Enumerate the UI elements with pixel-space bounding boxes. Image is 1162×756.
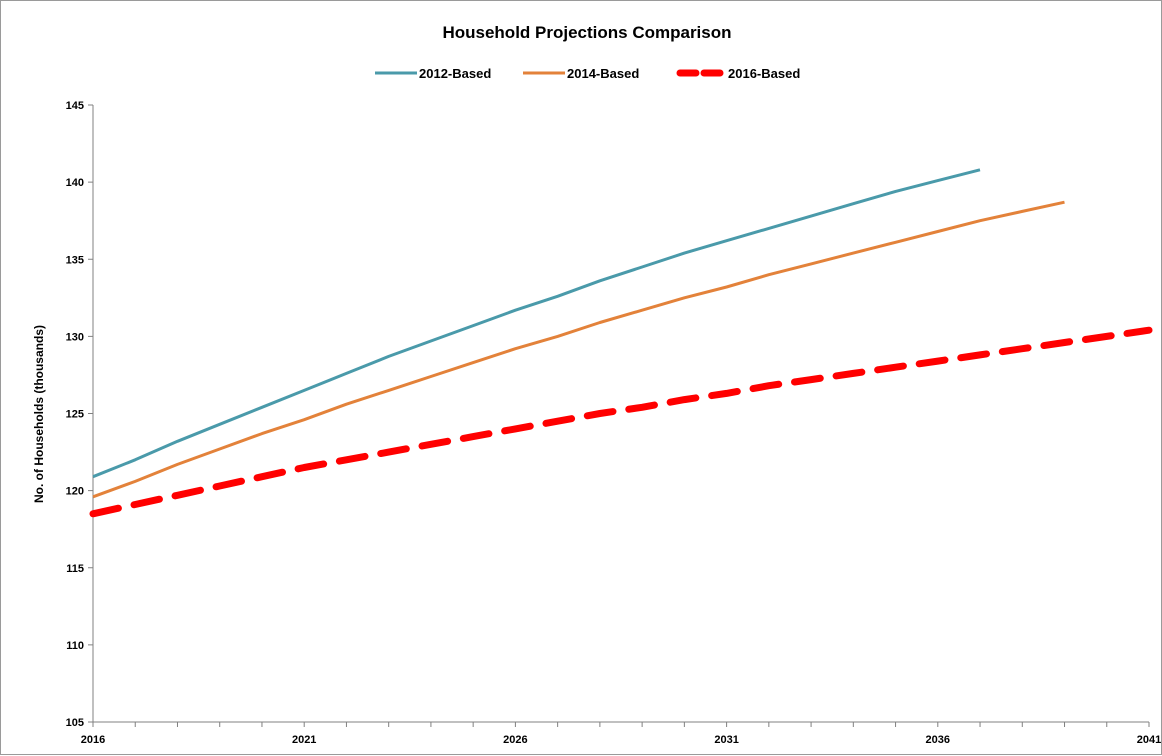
y-tick-label: 125: [66, 409, 84, 421]
legend-label: 2016-Based: [728, 66, 800, 81]
x-tick-label: 2026: [503, 734, 527, 746]
x-tick-label: 2036: [926, 734, 950, 746]
x-tick-label: 2016: [81, 734, 105, 746]
legend-label: 2012-Based: [419, 66, 491, 81]
y-tick-label: 115: [66, 563, 84, 575]
y-tick-label: 105: [66, 717, 84, 729]
x-tick-label: 2021: [292, 734, 316, 746]
x-tick-label: 2041: [1137, 734, 1161, 746]
legend: 2012-Based 2014-Based 2016-Based: [375, 66, 800, 81]
y-tick-label: 135: [66, 254, 84, 266]
y-tick-label: 145: [66, 100, 84, 112]
series-line-2012-based: [92, 168, 981, 479]
y-tick-label: 110: [66, 640, 84, 652]
series-line-2014-based: [92, 200, 1065, 499]
legend-label: 2014-Based: [567, 66, 639, 81]
chart-title: Household Projections Comparison: [442, 23, 731, 42]
series-group: [89, 168, 1153, 518]
y-tick-label: 130: [66, 331, 84, 343]
y-tick-label: 120: [66, 486, 84, 498]
y-tick-label: 140: [66, 177, 84, 189]
axes: 105 110 115 120 125 130 135 140 145 2016 2021 2026 2…: [66, 100, 1162, 746]
y-axis-title: No. of Households (thousands): [32, 325, 46, 503]
series-line-2016-based: [89, 326, 1153, 518]
x-tick-label: 2031: [714, 734, 738, 746]
